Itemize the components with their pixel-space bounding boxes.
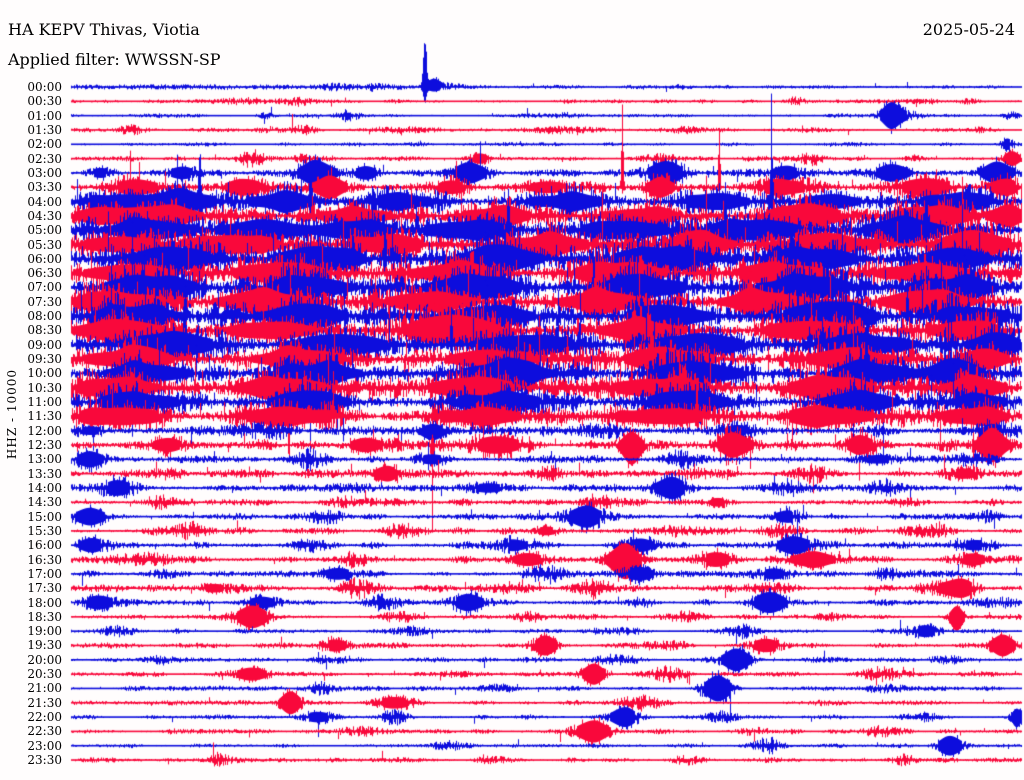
trace-time-label: 22:00 bbox=[27, 710, 62, 725]
trace-time-label: 20:00 bbox=[27, 652, 62, 667]
trace-time-label: 04:00 bbox=[27, 194, 62, 209]
trace-time-label: 15:30 bbox=[27, 523, 62, 538]
trace-time-label: 00:30 bbox=[27, 94, 62, 109]
trace-time-label: 00:00 bbox=[27, 80, 62, 94]
trace-time-label: 13:30 bbox=[27, 466, 62, 481]
trace-time-label: 05:30 bbox=[27, 237, 62, 252]
trace-time-label: 10:30 bbox=[27, 380, 62, 395]
trace-time-label: 18:30 bbox=[27, 609, 62, 624]
trace-time-label: 12:00 bbox=[27, 423, 62, 438]
trace-time-label: 19:00 bbox=[27, 624, 62, 639]
trace-time-label: 13:00 bbox=[27, 452, 62, 467]
trace-time-label: 18:00 bbox=[27, 595, 62, 610]
trace-time-label: 23:30 bbox=[27, 753, 62, 768]
trace-time-label: 03:00 bbox=[27, 165, 62, 180]
trace-time-label: 01:30 bbox=[27, 122, 62, 137]
trace-time-label: 07:30 bbox=[27, 294, 62, 309]
trace-time-label: 09:00 bbox=[27, 337, 62, 352]
trace-time-label: 21:30 bbox=[27, 695, 62, 710]
trace-time-label: 23:00 bbox=[27, 738, 62, 753]
station-title: HA KEPV Thivas, Viotia bbox=[8, 20, 200, 39]
trace-time-label: 06:00 bbox=[27, 251, 62, 266]
trace-time-label: 05:00 bbox=[27, 223, 62, 238]
trace-time-label: 14:30 bbox=[27, 495, 62, 510]
trace-time-label: 11:00 bbox=[27, 395, 62, 410]
trace-time-label: 19:30 bbox=[27, 638, 62, 653]
trace-time-label: 02:30 bbox=[27, 151, 62, 166]
trace-time-label: 04:30 bbox=[27, 208, 62, 223]
filter-label: Applied filter: WWSSN-SP bbox=[8, 50, 221, 69]
trace-time-label: 15:00 bbox=[27, 509, 62, 524]
trace-time-label: 01:00 bbox=[27, 108, 62, 123]
trace-time-label: 02:00 bbox=[27, 137, 62, 152]
trace-time-label: 22:30 bbox=[27, 724, 62, 739]
trace-time-label: 09:30 bbox=[27, 352, 62, 367]
trace-time-label: 20:30 bbox=[27, 667, 62, 682]
trace-time-label: 16:00 bbox=[27, 538, 62, 553]
trace-time-label: 03:30 bbox=[27, 180, 62, 195]
trace-time-label: 06:30 bbox=[27, 266, 62, 281]
date-label: 2025-05-24 bbox=[922, 20, 1015, 39]
trace-time-label: 11:30 bbox=[27, 409, 62, 424]
trace-time-label: 16:30 bbox=[27, 552, 62, 567]
trace-time-label: 14:00 bbox=[27, 480, 62, 495]
trace-time-label: 17:00 bbox=[27, 566, 62, 581]
trace-time-label: 21:00 bbox=[27, 681, 62, 696]
trace-time-label: 12:30 bbox=[27, 438, 62, 452]
trace-time-label: 08:00 bbox=[27, 309, 62, 324]
trace-time-label: 10:00 bbox=[27, 366, 62, 381]
trace-time-label: 08:30 bbox=[27, 323, 62, 338]
trace-time-label: 07:00 bbox=[27, 280, 62, 295]
trace-time-label: 17:30 bbox=[27, 581, 62, 596]
